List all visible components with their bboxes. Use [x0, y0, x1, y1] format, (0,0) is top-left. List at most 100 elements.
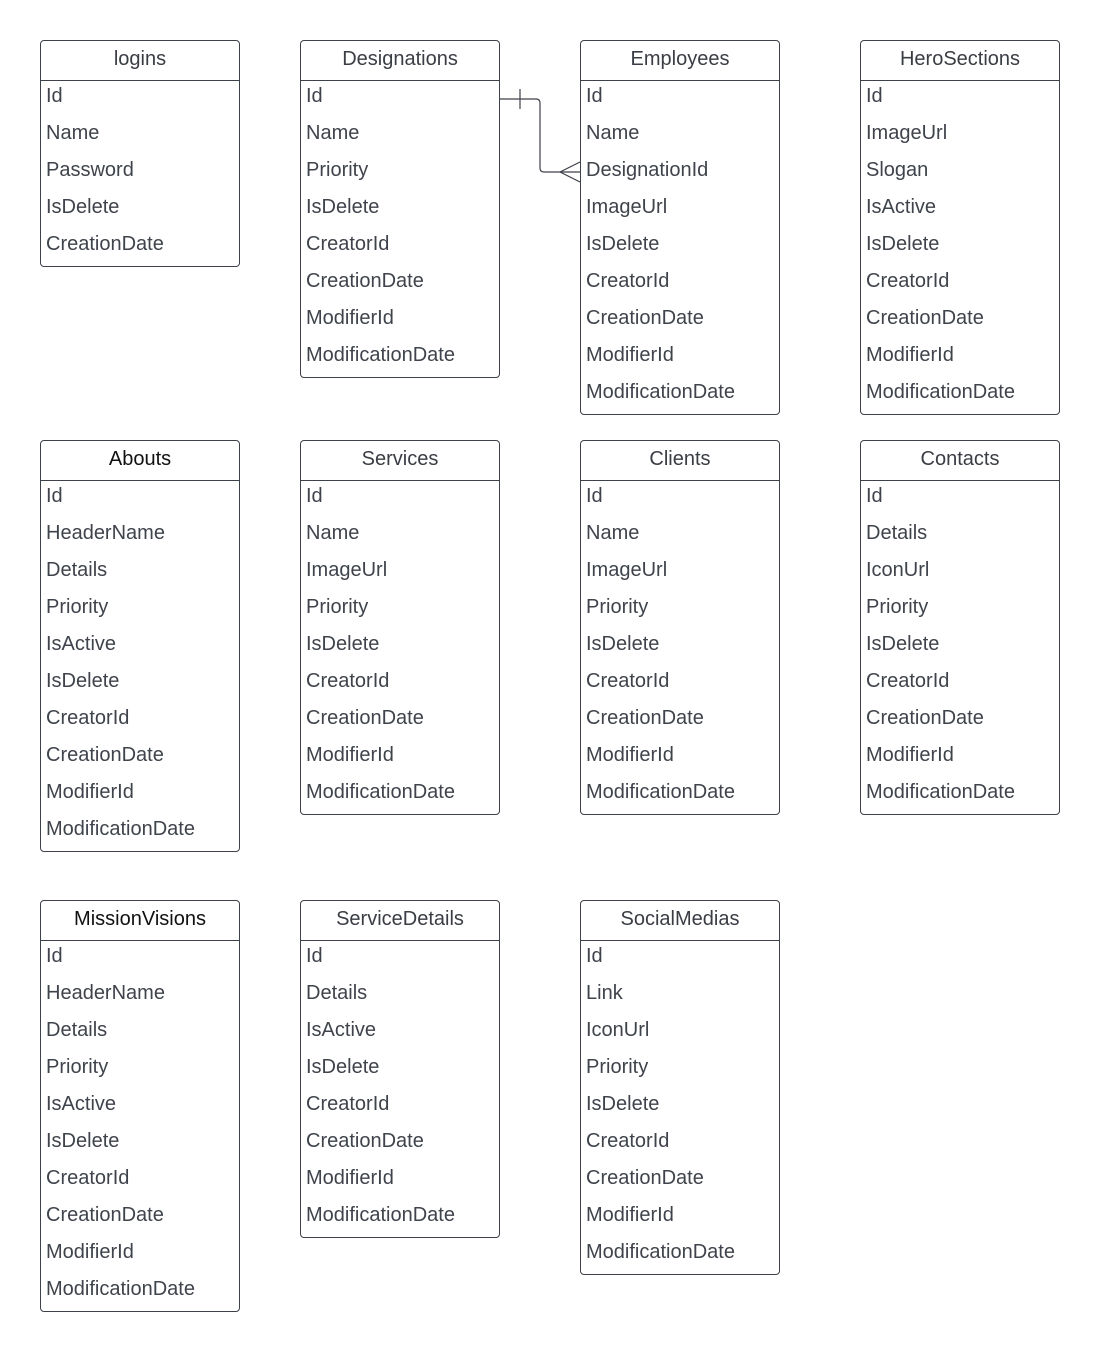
- entity-servicedetails[interactable]: ServiceDetails Id Details IsActive IsDel…: [300, 900, 500, 1238]
- field-id: Id: [306, 85, 323, 107]
- entity-title: ServiceDetails: [301, 901, 499, 941]
- field-name: Name: [306, 122, 360, 144]
- field-modifierid: ModifierId: [866, 344, 954, 366]
- field-id: Id: [46, 945, 63, 967]
- field-imageurl: ImageUrl: [586, 196, 668, 218]
- field-isactive: IsActive: [46, 633, 117, 655]
- field-isactive: IsActive: [866, 196, 937, 218]
- field-details: Details: [866, 522, 928, 544]
- field-modificationdate: ModificationDate: [866, 381, 1015, 403]
- entity-title: Clients: [581, 441, 779, 481]
- field-name: Name: [586, 122, 640, 144]
- entity-clients[interactable]: Clients Id Name ImageUrl Priority IsDele…: [580, 440, 780, 815]
- field-details: Details: [46, 559, 108, 581]
- field-creatorid: CreatorId: [306, 233, 390, 255]
- field-id: Id: [586, 945, 603, 967]
- field-link: Link: [586, 982, 623, 1004]
- field-modificationdate: ModificationDate: [306, 1204, 455, 1226]
- field-creatorid: CreatorId: [866, 670, 950, 692]
- entity-services[interactable]: Services Id Name ImageUrl Priority IsDel…: [300, 440, 500, 815]
- field-creationdate: CreationDate: [306, 1130, 424, 1152]
- entity-abouts[interactable]: Abouts Id HeaderName Details Priority Is…: [40, 440, 240, 852]
- relationship-connector-line: [500, 98, 580, 173]
- field-creatorid: CreatorId: [586, 270, 670, 292]
- entity-employees[interactable]: Employees Id Name DesignationId ImageUrl…: [580, 40, 780, 415]
- field-name: Name: [586, 522, 640, 544]
- field-creatorid: CreatorId: [46, 1167, 130, 1189]
- field-priority: Priority: [306, 596, 369, 618]
- field-isdelete: IsDelete: [46, 1130, 120, 1152]
- entity-contacts[interactable]: Contacts Id Details IconUrl Priority IsD…: [860, 440, 1060, 815]
- entity-title: Contacts: [861, 441, 1059, 481]
- field-headername: HeaderName: [46, 522, 165, 544]
- field-id: Id: [866, 85, 883, 107]
- field-modificationdate: ModificationDate: [586, 781, 735, 803]
- field-creationdate: CreationDate: [866, 707, 984, 729]
- entity-logins[interactable]: logins Id Name Password IsDelete Creatio…: [40, 40, 240, 267]
- field-isdelete: IsDelete: [586, 233, 660, 255]
- field-modifierid: ModifierId: [306, 744, 394, 766]
- field-creationdate: CreationDate: [586, 1167, 704, 1189]
- entity-title: logins: [41, 41, 239, 81]
- field-modificationdate: ModificationDate: [306, 781, 455, 803]
- field-id: Id: [46, 85, 63, 107]
- field-creationdate: CreationDate: [46, 1204, 164, 1226]
- field-modifierid: ModifierId: [46, 1241, 134, 1263]
- field-creatorid: CreatorId: [306, 670, 390, 692]
- field-isdelete: IsDelete: [306, 196, 380, 218]
- field-modifierid: ModifierId: [306, 1167, 394, 1189]
- field-iconurl: IconUrl: [866, 559, 930, 581]
- field-modifierid: ModifierId: [46, 781, 134, 803]
- field-creatorid: CreatorId: [866, 270, 950, 292]
- field-priority: Priority: [306, 159, 369, 181]
- entity-title: Services: [301, 441, 499, 481]
- relationship-designations-employees: [500, 89, 581, 183]
- field-isdelete: IsDelete: [586, 1093, 660, 1115]
- field-isactive: IsActive: [46, 1093, 117, 1115]
- field-modificationdate: ModificationDate: [46, 818, 195, 840]
- cardinality-many-marker-top: [559, 161, 581, 173]
- entity-title: Abouts: [41, 441, 239, 481]
- field-modificationdate: ModificationDate: [46, 1278, 195, 1300]
- field-creationdate: CreationDate: [306, 707, 424, 729]
- field-password: Password: [46, 159, 134, 181]
- field-modifierid: ModifierId: [866, 744, 954, 766]
- field-priority: Priority: [586, 1056, 649, 1078]
- entity-designations[interactable]: Designations Id Name Priority IsDelete C…: [300, 40, 500, 378]
- field-id: Id: [46, 485, 63, 507]
- entity-title: MissionVisions: [41, 901, 239, 941]
- entity-title: SocialMedias: [581, 901, 779, 941]
- field-name: Name: [306, 522, 360, 544]
- field-id: Id: [866, 485, 883, 507]
- field-iconurl: IconUrl: [586, 1019, 650, 1041]
- cardinality-many-marker-bottom: [559, 171, 581, 183]
- field-modificationdate: ModificationDate: [586, 381, 735, 403]
- field-priority: Priority: [586, 596, 649, 618]
- field-modificationdate: ModificationDate: [586, 1241, 735, 1263]
- field-priority: Priority: [46, 596, 109, 618]
- field-creationdate: CreationDate: [46, 744, 164, 766]
- entity-title: HeroSections: [861, 41, 1059, 81]
- entity-missionvisions[interactable]: MissionVisions Id HeaderName Details Pri…: [40, 900, 240, 1312]
- field-isdelete: IsDelete: [866, 633, 940, 655]
- field-id: Id: [306, 945, 323, 967]
- field-creatorid: CreatorId: [586, 670, 670, 692]
- field-modifierid: ModifierId: [306, 307, 394, 329]
- field-priority: Priority: [866, 596, 929, 618]
- entity-herosections[interactable]: HeroSections Id ImageUrl Slogan IsActive…: [860, 40, 1060, 415]
- field-modifierid: ModifierId: [586, 344, 674, 366]
- field-details: Details: [306, 982, 368, 1004]
- field-slogan: Slogan: [866, 159, 929, 181]
- field-id: Id: [306, 485, 323, 507]
- field-isdelete: IsDelete: [46, 670, 120, 692]
- field-creationdate: CreationDate: [586, 707, 704, 729]
- field-isdelete: IsDelete: [46, 196, 120, 218]
- field-isdelete: IsDelete: [306, 633, 380, 655]
- entity-socialmedias[interactable]: SocialMedias Id Link IconUrl Priority Is…: [580, 900, 780, 1275]
- field-creatorid: CreatorId: [306, 1093, 390, 1115]
- field-headername: HeaderName: [46, 982, 165, 1004]
- entity-title: Employees: [581, 41, 779, 81]
- field-priority: Priority: [46, 1056, 109, 1078]
- field-modificationdate: ModificationDate: [306, 344, 455, 366]
- field-creatorid: CreatorId: [586, 1130, 670, 1152]
